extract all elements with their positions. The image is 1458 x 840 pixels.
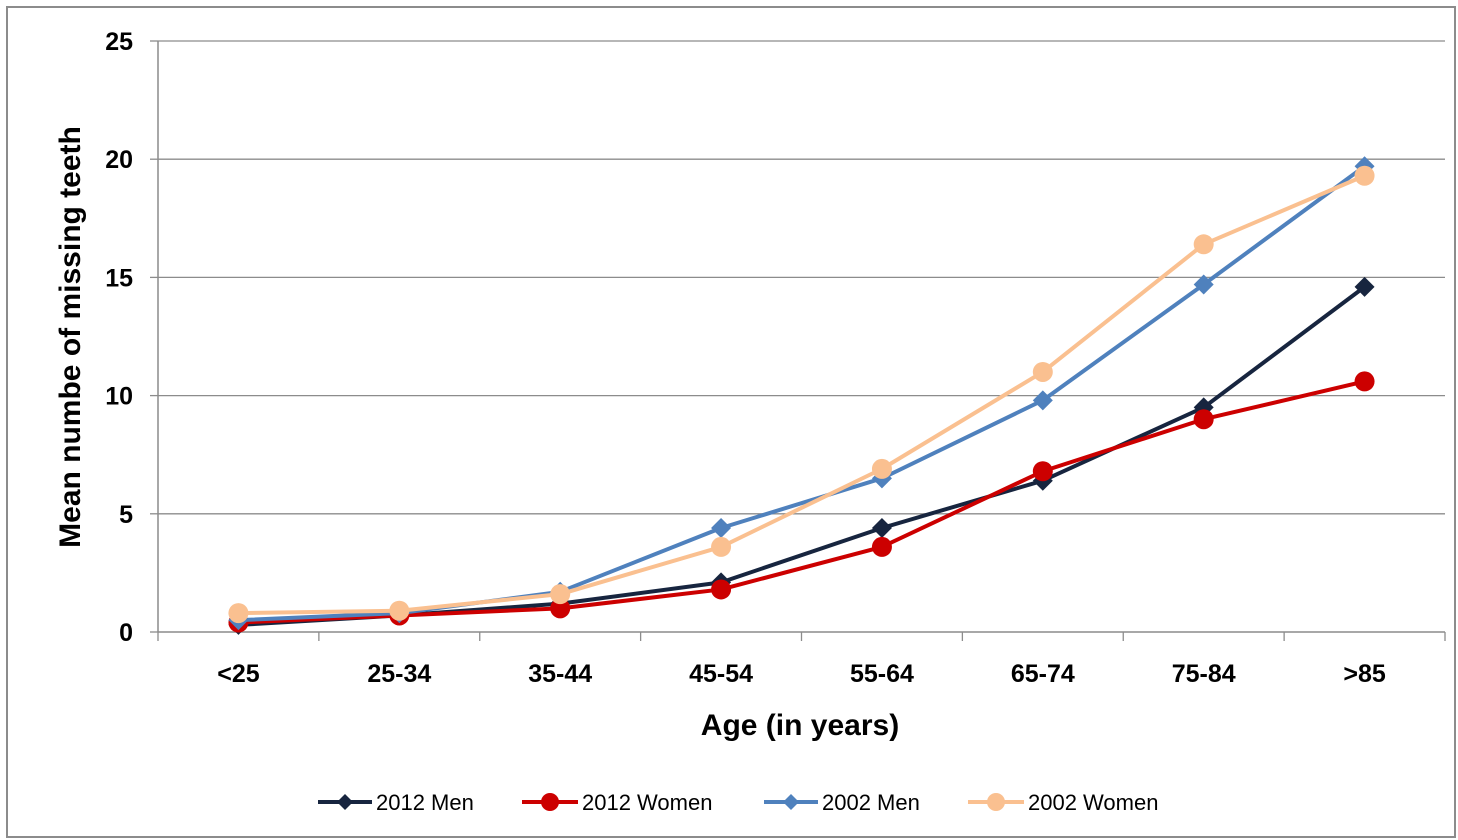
series-line-2012-women	[238, 379, 1366, 625]
series-group	[228, 156, 1375, 635]
data-point-2002-women-35-44	[550, 584, 571, 605]
series-2002-women	[228, 165, 1375, 624]
axes	[150, 40, 1446, 641]
series-line-2012-men	[238, 285, 1366, 627]
y-tick-label: 20	[105, 146, 133, 174]
data-point-2002-men-45-54	[711, 517, 732, 538]
legend-label: 2002 Women	[1028, 790, 1158, 815]
data-point-2012-men-55-64	[871, 517, 892, 538]
data-point-2002-women-25	[228, 603, 249, 624]
x-tick-label: >85	[1343, 660, 1386, 688]
data-point-2002-women-45-54	[711, 536, 732, 557]
data-point-2002-women-65-74	[1032, 361, 1053, 382]
x-tick-label: <25	[217, 660, 260, 688]
legend-marker	[337, 794, 353, 810]
y-axis-title: Mean numbe of missing teeth	[54, 126, 87, 548]
x-tick-label: 65-74	[1011, 660, 1075, 688]
y-tick-labels: 0 5 10 15 20 25	[105, 28, 133, 647]
legend-marker	[783, 794, 799, 810]
x-axis-title: Age (in years)	[701, 709, 899, 742]
data-point-2002-women-85	[1354, 165, 1375, 186]
data-point-2012-women-35-44	[550, 598, 571, 619]
legend-item-2012-women: 2012 Women	[522, 790, 712, 815]
data-point-2012-women-45-54	[711, 579, 732, 600]
y-tick-label: 15	[105, 264, 133, 292]
gridlines	[158, 40, 1445, 515]
x-tick-label: 75-84	[1172, 660, 1236, 688]
y-tick-label: 5	[119, 501, 133, 529]
x-tick-label: 25-34	[367, 660, 431, 688]
data-point-2002-women-25-34	[389, 600, 410, 621]
legend-item-2002-women: 2002 Women	[968, 790, 1158, 815]
series-2002-men	[228, 156, 1375, 631]
x-tick-labels: <25 25-34 35-44 45-54 55-64 65-74 75-84 >85	[217, 660, 1386, 688]
y-tick-label: 10	[105, 383, 133, 411]
series-line-2002-men	[238, 164, 1366, 623]
series-2012-women	[228, 371, 1375, 633]
legend-label: 2002 Men	[822, 790, 920, 815]
legend-item-2002-men: 2002 Men	[764, 790, 920, 815]
series-line-2002-women	[238, 173, 1366, 616]
data-point-2002-women-75-84	[1193, 234, 1214, 255]
x-tick-label: 55-64	[850, 660, 914, 688]
series-2012-men	[228, 276, 1375, 635]
data-point-2002-men-65-74	[1032, 390, 1053, 411]
data-point-2012-women-85	[1354, 371, 1375, 392]
y-tick-label: 25	[105, 28, 133, 56]
legend: 2012 Men 2012 Women 2002 Men 2002 Women	[318, 790, 1158, 815]
data-point-2012-men-85	[1354, 276, 1375, 297]
legend-label: 2012 Men	[376, 790, 474, 815]
chart-frame	[6, 6, 1456, 838]
data-point-2002-women-55-64	[871, 458, 892, 479]
data-point-2002-men-75-84	[1193, 274, 1214, 295]
legend-label: 2012 Women	[582, 790, 712, 815]
data-point-2012-women-75-84	[1193, 409, 1214, 430]
x-tick-label: 35-44	[528, 660, 592, 688]
y-tick-label: 0	[119, 619, 133, 647]
legend-marker	[987, 793, 1005, 811]
data-point-2012-women-55-64	[871, 536, 892, 557]
legend-item-2012-men: 2012 Men	[318, 790, 474, 815]
legend-marker	[541, 793, 559, 811]
x-tick-label: 45-54	[689, 660, 753, 688]
data-point-2012-women-65-74	[1032, 461, 1053, 482]
